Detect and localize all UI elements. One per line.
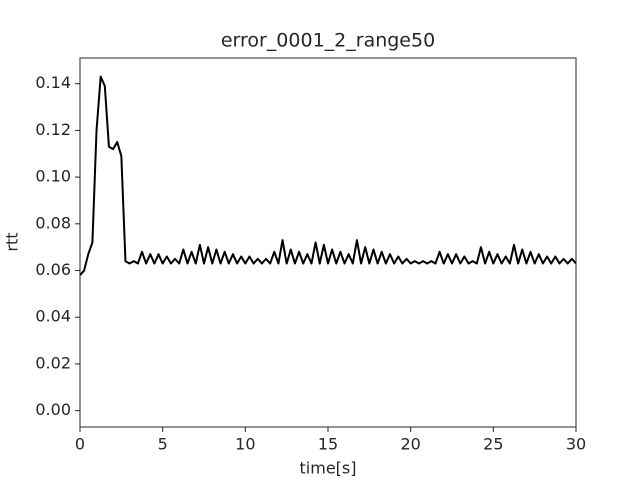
y-tick-label: 0.14 — [35, 73, 71, 92]
y-tick-label: 0.08 — [35, 213, 71, 232]
x-tick-label: 20 — [400, 435, 420, 454]
y-tick-label: 0.02 — [35, 353, 71, 372]
x-tick-label: 5 — [158, 435, 168, 454]
y-tick-label: 0.12 — [35, 120, 71, 139]
y-tick-label: 0.06 — [35, 260, 71, 279]
x-tick-label: 10 — [235, 435, 255, 454]
x-tick-label: 25 — [483, 435, 503, 454]
x-tick-label: 30 — [566, 435, 586, 454]
y-tick-label: 0.04 — [35, 307, 71, 326]
x-tick-label: 0 — [75, 435, 85, 454]
axes-frame — [79, 57, 577, 428]
y-axis-label: rtt — [3, 232, 22, 251]
x-axis-label: time[s] — [300, 459, 357, 478]
x-tick-label: 15 — [318, 435, 338, 454]
y-tick-label: 0.00 — [35, 400, 71, 419]
line — [79, 75, 577, 276]
chart-title: error_0001_2_range50 — [221, 30, 435, 52]
y-tick-label: 0.10 — [35, 167, 71, 186]
